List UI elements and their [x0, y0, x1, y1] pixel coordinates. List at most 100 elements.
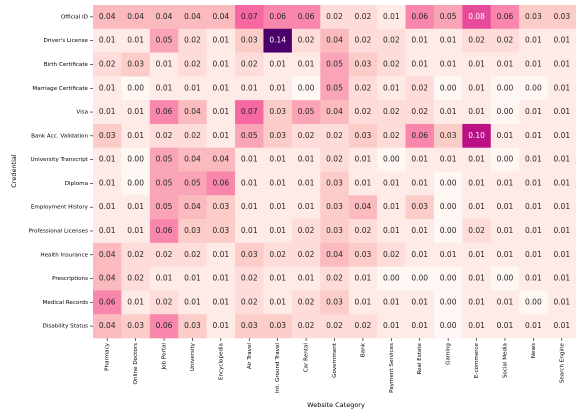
cell-label: 0.01 — [269, 297, 286, 306]
heatmap-cell — [462, 5, 492, 30]
cell-label: 0.06 — [99, 297, 116, 306]
cell-label: 0.01 — [468, 83, 485, 92]
heatmap-cell — [490, 219, 520, 244]
cell-label: 0.02 — [355, 83, 372, 92]
heatmap-cell — [178, 28, 207, 53]
cell-label: 0.06 — [411, 131, 428, 140]
cell-label: 0.05 — [326, 83, 343, 92]
cell-label: 0.02 — [326, 131, 343, 140]
heatmap-cell — [490, 242, 520, 267]
cell-label: 0.02 — [156, 250, 173, 259]
heatmap-cell — [320, 147, 350, 172]
heatmap-cell — [490, 123, 520, 149]
heatmap-cell — [519, 266, 548, 291]
x-tick-label: Government — [332, 342, 338, 378]
heatmap-cell — [121, 266, 151, 291]
heatmap-cell — [462, 28, 492, 53]
cell-label: 0.04 — [326, 250, 343, 259]
cell-label: 0.01 — [553, 155, 570, 164]
heatmap-cell — [291, 147, 321, 172]
cell-label: 0.01 — [184, 83, 201, 92]
heatmap-cell — [433, 290, 463, 315]
x-tick-label: Encyclopedia — [218, 343, 224, 380]
cell-label: 0.01 — [525, 178, 542, 187]
heatmap-cell — [121, 314, 151, 339]
y-tick-label: Diploma — [65, 181, 88, 187]
heatmap-cell — [149, 28, 179, 53]
heatmap-cell — [348, 266, 378, 291]
heatmap-cell — [433, 123, 463, 149]
heatmap-cell — [291, 171, 321, 196]
cell-label: 0.01 — [213, 131, 230, 140]
cell-label: 0.05 — [156, 202, 173, 211]
cell-label: 0.02 — [326, 321, 343, 330]
heatmap-cell — [263, 76, 293, 101]
heatmap-cell — [149, 5, 179, 30]
cell-label: 0.02 — [326, 274, 343, 283]
cell-label: 0.01 — [213, 321, 230, 330]
cell-label: 0.01 — [553, 131, 570, 140]
heatmap-cell — [547, 76, 576, 101]
heatmap-cell — [93, 219, 122, 244]
heatmap-cell — [206, 171, 236, 196]
cell-label: 0.02 — [383, 59, 400, 68]
heatmap-cell — [291, 242, 321, 267]
heatmap-cell — [405, 171, 435, 196]
heatmap-cell — [433, 219, 463, 244]
heatmap-cell — [377, 123, 406, 149]
heatmap-cell — [490, 5, 520, 30]
heatmap-cell — [547, 290, 576, 315]
heatmap-cell — [206, 219, 236, 244]
cell-label: 0.00 — [497, 274, 514, 283]
heatmap-cell — [405, 219, 435, 244]
heatmap-cell — [235, 5, 264, 30]
heatmap-cell — [348, 219, 378, 244]
cell-label: 0.07 — [241, 12, 258, 21]
heatmap-cell — [405, 28, 435, 53]
heatmap-cell — [93, 147, 122, 172]
cell-label: 0.01 — [355, 155, 372, 164]
heatmap-cell — [291, 28, 321, 53]
cell-label: 0.01 — [213, 107, 230, 116]
heatmap-cell — [377, 266, 406, 291]
cell-label: 0.01 — [298, 178, 315, 187]
x-tick-label: News — [531, 343, 537, 358]
cell-label: 0.01 — [440, 107, 457, 116]
cell-label: 0.01 — [468, 297, 485, 306]
cell-label: 0.02 — [355, 321, 372, 330]
heatmap-cell — [149, 266, 179, 291]
heatmap-cell — [320, 100, 350, 125]
heatmap-cell — [178, 5, 207, 30]
cell-label: 0.01 — [241, 178, 258, 187]
heatmap-cell — [263, 195, 293, 220]
heatmap-cell — [93, 242, 122, 267]
heatmap-cell — [433, 195, 463, 220]
heatmap-cell — [377, 171, 406, 196]
cell-label: 0.08 — [468, 12, 485, 21]
heatmap-cell — [348, 28, 378, 53]
heatmap-cell — [235, 242, 264, 267]
cell-label: 0.03 — [269, 131, 286, 140]
heatmap-cell — [206, 147, 236, 172]
heatmap-cell — [547, 266, 576, 291]
heatmap-cell — [348, 171, 378, 196]
heatmap-cell — [93, 100, 122, 125]
heatmap-cell — [235, 290, 264, 315]
y-tick-label: University Transcript — [31, 157, 89, 163]
cell-label: 0.00 — [127, 83, 144, 92]
cell-label: 0.01 — [99, 155, 116, 164]
heatmap-cell — [348, 52, 378, 77]
cell-label: 0.01 — [440, 36, 457, 45]
cell-label: 0.04 — [127, 12, 144, 21]
y-tick-label: Marriage Certificate — [32, 86, 88, 92]
heatmap-cell — [235, 100, 264, 125]
cell-label: 0.01 — [99, 178, 116, 187]
cell-label: 0.00 — [497, 107, 514, 116]
heatmap-cell — [121, 100, 151, 125]
cell-label: 0.01 — [127, 36, 144, 45]
cell-label: 0.05 — [241, 131, 258, 140]
cell-label: 0.02 — [355, 226, 372, 235]
heatmap-cell — [235, 76, 264, 101]
heatmap-cell — [149, 123, 179, 149]
heatmap-cell — [490, 147, 520, 172]
